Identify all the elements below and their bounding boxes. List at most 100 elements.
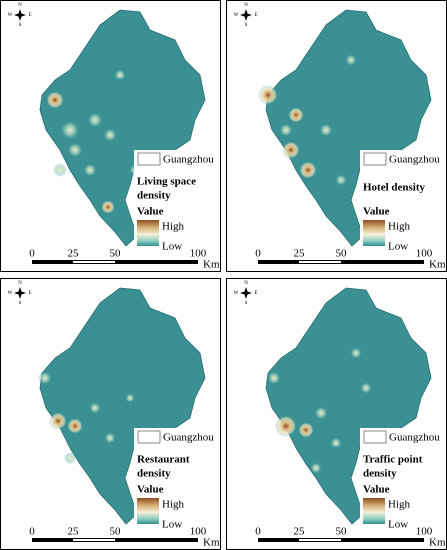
density-hotspot [60,120,80,140]
high-label: High [388,221,411,233]
compass-w: W [234,13,239,18]
scale-label: 50 [110,526,122,538]
panel-title: density [137,190,171,202]
density-hotspot [299,161,317,179]
density-hotspot [360,382,372,394]
compass-n: N [18,3,22,8]
value-label: Value [363,484,390,496]
boundary-swatch [137,152,161,166]
scale-bar-segment [299,539,341,541]
density-hotspot [38,371,52,385]
density-hotspot [298,422,314,438]
north-arrow [14,287,26,299]
density-hotspot [114,69,126,81]
compass-s: S [19,301,22,306]
compass-e: E [28,291,31,296]
low-label: Low [388,241,408,253]
density-hotspot [103,128,117,142]
scale-unit: Km [429,537,446,549]
scale-label: 0 [29,526,35,538]
density-hotspot [64,452,76,464]
scale-unit: Km [429,259,446,271]
value-label: Value [137,206,164,218]
scale-label: 25 [68,248,80,260]
density-hotspot [314,406,328,420]
density-hotspot [83,163,97,177]
compass-s: S [19,23,22,28]
color-ramp [363,220,385,246]
density-hotspot [350,347,362,359]
density-hotspot [89,402,101,414]
scale-label: 25 [294,526,306,538]
compass-n: N [18,281,22,286]
panel-title: Restaurant [137,454,190,466]
map-panel: N S W E Guangzhou Living space density Value Hig… [0,0,221,272]
boundary-label: Guangzhou [389,154,440,166]
density-hotspot [279,123,293,137]
map-panel: N S W E Guangzhou Restaurant density Value High L… [0,278,221,550]
boundary-swatch [137,430,161,444]
density-hotspot [49,412,67,430]
density-hotspot [275,415,297,437]
low-label: Low [162,519,182,531]
high-label: High [162,499,185,511]
density-hotspot [87,112,103,128]
north-arrow [240,9,252,21]
map-panel: N S W E Guangzhou Traffic point density Value Hi… [226,278,447,550]
scale-label: 100 [416,248,433,260]
scale-label: 50 [336,248,348,260]
density-hotspot [67,418,83,434]
density-hotspot [282,141,300,159]
north-arrow [14,9,26,21]
scale-label: 50 [110,248,122,260]
compass-w: W [234,291,239,296]
density-hotspot [267,371,281,385]
boundary-label: Guangzhou [163,432,214,444]
density-hotspot [53,163,67,177]
compass-w: W [8,291,13,296]
boundary-swatch [363,430,387,444]
value-label: Value [137,484,164,496]
density-hotspot [67,142,83,158]
scale-label: 25 [294,248,306,260]
panel-title: Living space [137,176,196,188]
value-label: Value [363,206,390,218]
scale-bar-segment [299,261,341,263]
density-hotspot [288,107,304,123]
panel-title: Hotel density [363,182,426,194]
scale-label: 50 [336,526,348,538]
density-hotspot [258,85,278,105]
guangzhou-map [39,9,206,247]
scale-label: 100 [190,526,207,538]
compass-s: S [245,23,248,28]
panel-title: density [137,468,171,480]
compass-s: S [245,301,248,306]
density-hotspot [310,462,322,474]
north-arrow [240,287,252,299]
density-hotspot [101,200,115,214]
boundary-label: Guangzhou [389,432,440,444]
density-hotspot [125,393,135,403]
scale-label: 0 [29,248,35,260]
map-panel: N S W E Guangzhou Hotel density Value High Low 0 2… [226,0,447,272]
scale-label: 100 [416,526,433,538]
compass-w: W [8,13,13,18]
panel-title: density [363,468,397,480]
panel-title: Traffic point [363,454,423,466]
scale-label: 0 [255,526,261,538]
scale-label: 0 [255,248,261,260]
compass-e: E [28,13,31,18]
compass-e: E [254,291,257,296]
boundary-swatch [363,152,387,166]
low-label: Low [162,241,182,253]
high-label: High [388,499,411,511]
compass-e: E [254,13,257,18]
color-ramp [137,220,159,246]
low-label: Low [388,519,408,531]
compass-n: N [244,3,248,8]
high-label: High [162,221,185,233]
density-hotspot [46,91,64,109]
density-hotspot [345,54,357,66]
density-hotspot [335,174,347,186]
